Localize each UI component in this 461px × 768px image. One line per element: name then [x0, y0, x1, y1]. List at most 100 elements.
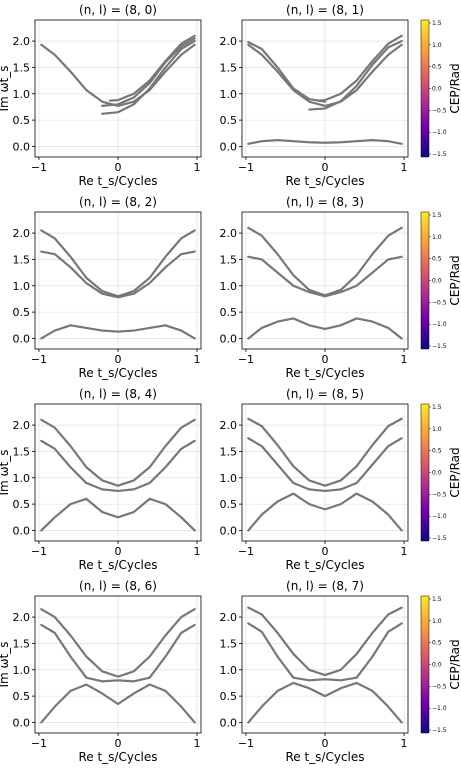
panel-title: (n, l) = (8, 5): [286, 387, 364, 401]
colorbar-tick-label: −1.5: [432, 343, 447, 350]
x-tick-label: −1: [31, 161, 47, 174]
y-tick-label: 0.0: [220, 524, 238, 537]
colorbar: [420, 595, 430, 734]
y-tick-label: 1.5: [220, 253, 238, 266]
panel-title: (n, l) = (8, 6): [79, 579, 157, 593]
series-2-line: [247, 622, 403, 682]
panel-title: (n, l) = (8, 0): [79, 3, 157, 17]
colorbar-label: CEP/Rad: [448, 255, 461, 305]
series-5-line: [247, 139, 403, 145]
series-3-line: [40, 683, 196, 724]
y-tick-label: 0.5: [220, 306, 238, 319]
x-tick-label: −1: [238, 353, 254, 366]
series-1-line: [247, 417, 403, 487]
colorbar-tick-label: −1.5: [432, 727, 447, 734]
colorbar-tick-label: 1.5: [432, 20, 442, 27]
colorbar-tick-label: −1.5: [432, 151, 447, 158]
y-tick-label: 0.5: [220, 690, 238, 703]
y-axis-label: Im ωt_s: [0, 65, 11, 111]
panel-2: −1 0 1 0.0 0.5 1.0 1.5 2.0 (n, l) = (8, 1) Re t_s…: [220, 3, 461, 188]
x-tick-label: 0: [115, 545, 122, 558]
colorbar-tick-label: −0.5: [432, 683, 447, 690]
series-3-line: [40, 324, 196, 340]
colorbar-tick-label: −1.0: [432, 321, 447, 328]
y-tick-label: 1.5: [220, 61, 238, 74]
x-axis-label: Re t_s/Cycles: [78, 366, 157, 380]
y-tick-label: 0.5: [13, 690, 31, 703]
colorbar-tick-label: 1.5: [432, 212, 442, 219]
colorbar: [420, 211, 430, 350]
colorbar-tick-label: 0.0: [432, 278, 442, 285]
panel-title: (n, l) = (8, 7): [286, 579, 364, 593]
y-tick-label: 1.5: [13, 61, 31, 74]
y-tick-label: 1.0: [220, 280, 238, 293]
colorbar-label: CEP/Rad: [448, 63, 461, 113]
y-tick-label: 0.5: [220, 498, 238, 511]
panel-7: −1 0 1 0.0 0.5 1.0 1.5 2.0 (n, l) = (8, 6) Re t_s…: [0, 579, 202, 764]
colorbar-tick-label: 1.0: [432, 426, 442, 433]
colorbar-tick-label: 0.5: [432, 64, 442, 71]
x-tick-label: −1: [238, 737, 254, 750]
x-axis-label: Re t_s/Cycles: [78, 750, 157, 764]
panel-3: −1 0 1 0.0 0.5 1.0 1.5 2.0 (n, l) = (8, 2) Re t_s…: [13, 195, 202, 380]
y-tick-label: 2.0: [13, 611, 31, 624]
y-tick-label: 0.0: [13, 140, 31, 153]
y-tick-label: 1.0: [13, 472, 31, 485]
x-axis-label: Re t_s/Cycles: [285, 366, 364, 380]
y-tick-label: 0.0: [220, 716, 238, 729]
y-tick-label: 1.0: [220, 664, 238, 677]
colorbar-tick-label: 1.0: [432, 618, 442, 625]
x-tick-label: −1: [238, 545, 254, 558]
x-tick-label: −1: [31, 545, 47, 558]
y-tick-label: 0.5: [13, 114, 31, 127]
x-tick-label: 1: [194, 353, 201, 366]
series-2-line: [247, 255, 403, 298]
series-4-line: [109, 34, 196, 102]
series-3-line: [247, 492, 403, 532]
x-tick-label: 1: [194, 737, 201, 750]
colorbar-tick-label: 1.5: [432, 596, 442, 603]
y-tick-label: 1.5: [220, 637, 238, 650]
x-tick-label: 1: [401, 737, 408, 750]
series-3-line: [247, 681, 403, 724]
y-tick-label: 2.0: [13, 35, 31, 48]
panel-title: (n, l) = (8, 4): [79, 387, 157, 401]
panel-title: (n, l) = (8, 3): [286, 195, 364, 209]
panel-5: −1 0 1 0.0 0.5 1.0 1.5 2.0 (n, l) = (8, 4) Re t_s…: [0, 387, 202, 572]
colorbar: [420, 403, 430, 542]
x-axis-label: Re t_s/Cycles: [285, 174, 364, 188]
y-tick-label: 1.5: [13, 445, 31, 458]
y-tick-label: 1.5: [13, 637, 31, 650]
x-tick-label: −1: [31, 353, 47, 366]
y-tick-label: 0.0: [13, 716, 31, 729]
y-tick-label: 2.0: [13, 419, 31, 432]
colorbar-label: CEP/Rad: [448, 639, 461, 689]
y-tick-label: 0.0: [220, 140, 238, 153]
x-axis-label: Re t_s/Cycles: [78, 558, 157, 572]
colorbar-tick-label: 0.0: [432, 86, 442, 93]
colorbar-tick-label: −0.5: [432, 491, 447, 498]
colorbar-tick-label: −1.0: [432, 513, 447, 520]
y-tick-label: 0.0: [220, 332, 238, 345]
colorbar-tick-label: 0.5: [432, 640, 442, 647]
y-tick-label: 2.0: [220, 227, 238, 240]
colorbar-tick-label: −1.5: [432, 535, 447, 542]
x-tick-label: 0: [322, 353, 329, 366]
x-tick-label: 0: [115, 737, 122, 750]
x-tick-label: 1: [401, 545, 408, 558]
colorbar-tick-label: 0.5: [432, 448, 442, 455]
panel-4: −1 0 1 0.0 0.5 1.0 1.5 2.0 (n, l) = (8, 3) Re t_s…: [220, 195, 461, 380]
colorbar-tick-label: 1.5: [432, 404, 442, 411]
y-tick-label: 1.5: [13, 253, 31, 266]
x-tick-label: 0: [115, 161, 122, 174]
series-3-line: [247, 317, 403, 340]
y-axis-label: Im ωt_s: [0, 449, 11, 495]
series-2-line: [40, 439, 196, 493]
y-tick-label: 1.0: [220, 472, 238, 485]
x-axis-label: Re t_s/Cycles: [285, 750, 364, 764]
y-tick-label: 1.0: [13, 280, 31, 293]
x-tick-label: 1: [194, 545, 201, 558]
x-tick-label: −1: [238, 161, 254, 174]
colorbar-tick-label: 0.5: [432, 256, 442, 263]
y-tick-label: 0.0: [13, 332, 31, 345]
